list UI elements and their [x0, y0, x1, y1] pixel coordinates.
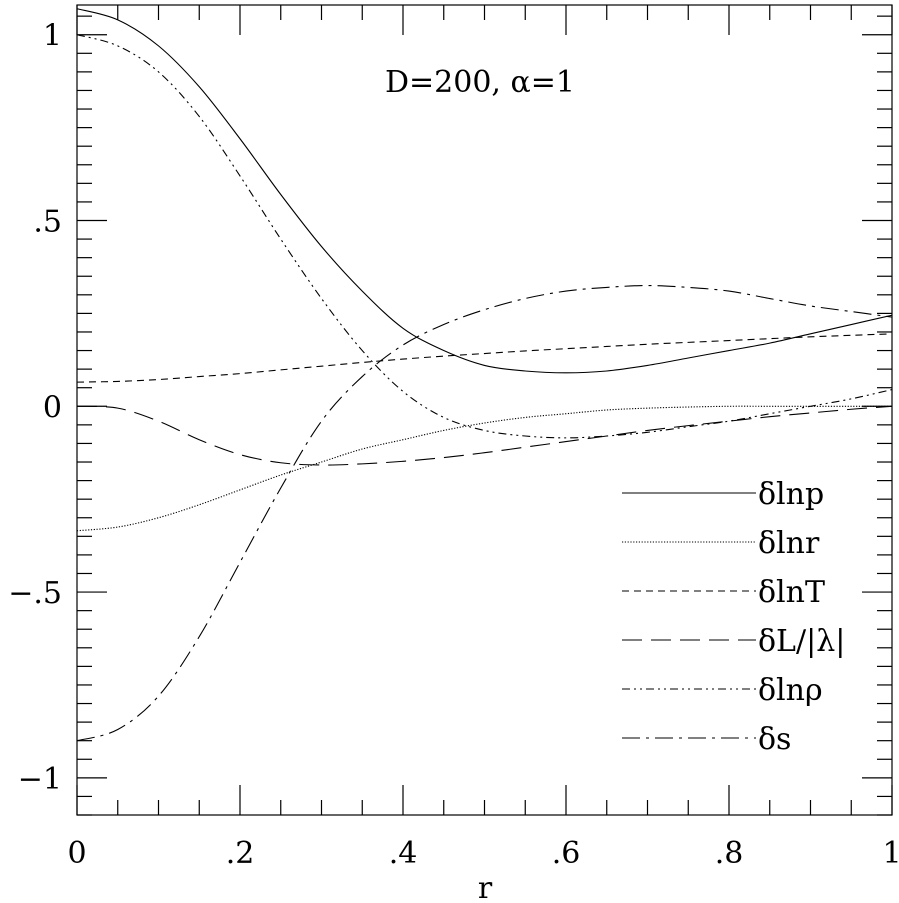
y-tick-label: .5: [33, 205, 62, 240]
chart-annotation: D=200, α=1: [385, 65, 575, 100]
legend-label: δs: [758, 722, 791, 757]
series-line-2: [76, 333, 893, 383]
series-line-4: [76, 34, 893, 439]
series-lines: [76, 8, 893, 742]
legend-label: δL/|λ|: [758, 624, 845, 659]
series-line-1: [76, 405, 892, 532]
y-tick-label: 0: [43, 390, 62, 425]
legend-label: δlnT: [758, 575, 825, 610]
x-tick-label: 0: [67, 836, 86, 871]
y-tick-label: −.5: [8, 576, 62, 611]
series-line-0: [76, 8, 893, 374]
x-tick-label: .4: [389, 836, 418, 871]
x-tick-label: .2: [226, 836, 255, 871]
legend: δlnp δlnr δlnT δL/|λ| δlnρ δs: [622, 477, 845, 757]
y-tick-label: 1: [43, 19, 62, 54]
series-line-5: [76, 284, 893, 742]
axis-ticks: [76, 5, 893, 816]
x-tick-label: .8: [715, 836, 744, 871]
legend-label: δlnr: [758, 526, 820, 561]
series-line-3: [76, 405, 893, 466]
x-tick-label: .6: [552, 836, 581, 871]
legend-label: δlnρ: [758, 673, 823, 708]
y-tick-labels: 1 .5 0 −.5 −1: [8, 19, 62, 797]
x-tick-label: 1: [882, 836, 899, 871]
x-tick-labels: 0 .2 .4 .6 .8 1: [67, 836, 899, 871]
legend-label: δlnp: [758, 477, 824, 512]
y-tick-label: −1: [18, 762, 62, 797]
x-axis-label: r: [478, 871, 493, 903]
